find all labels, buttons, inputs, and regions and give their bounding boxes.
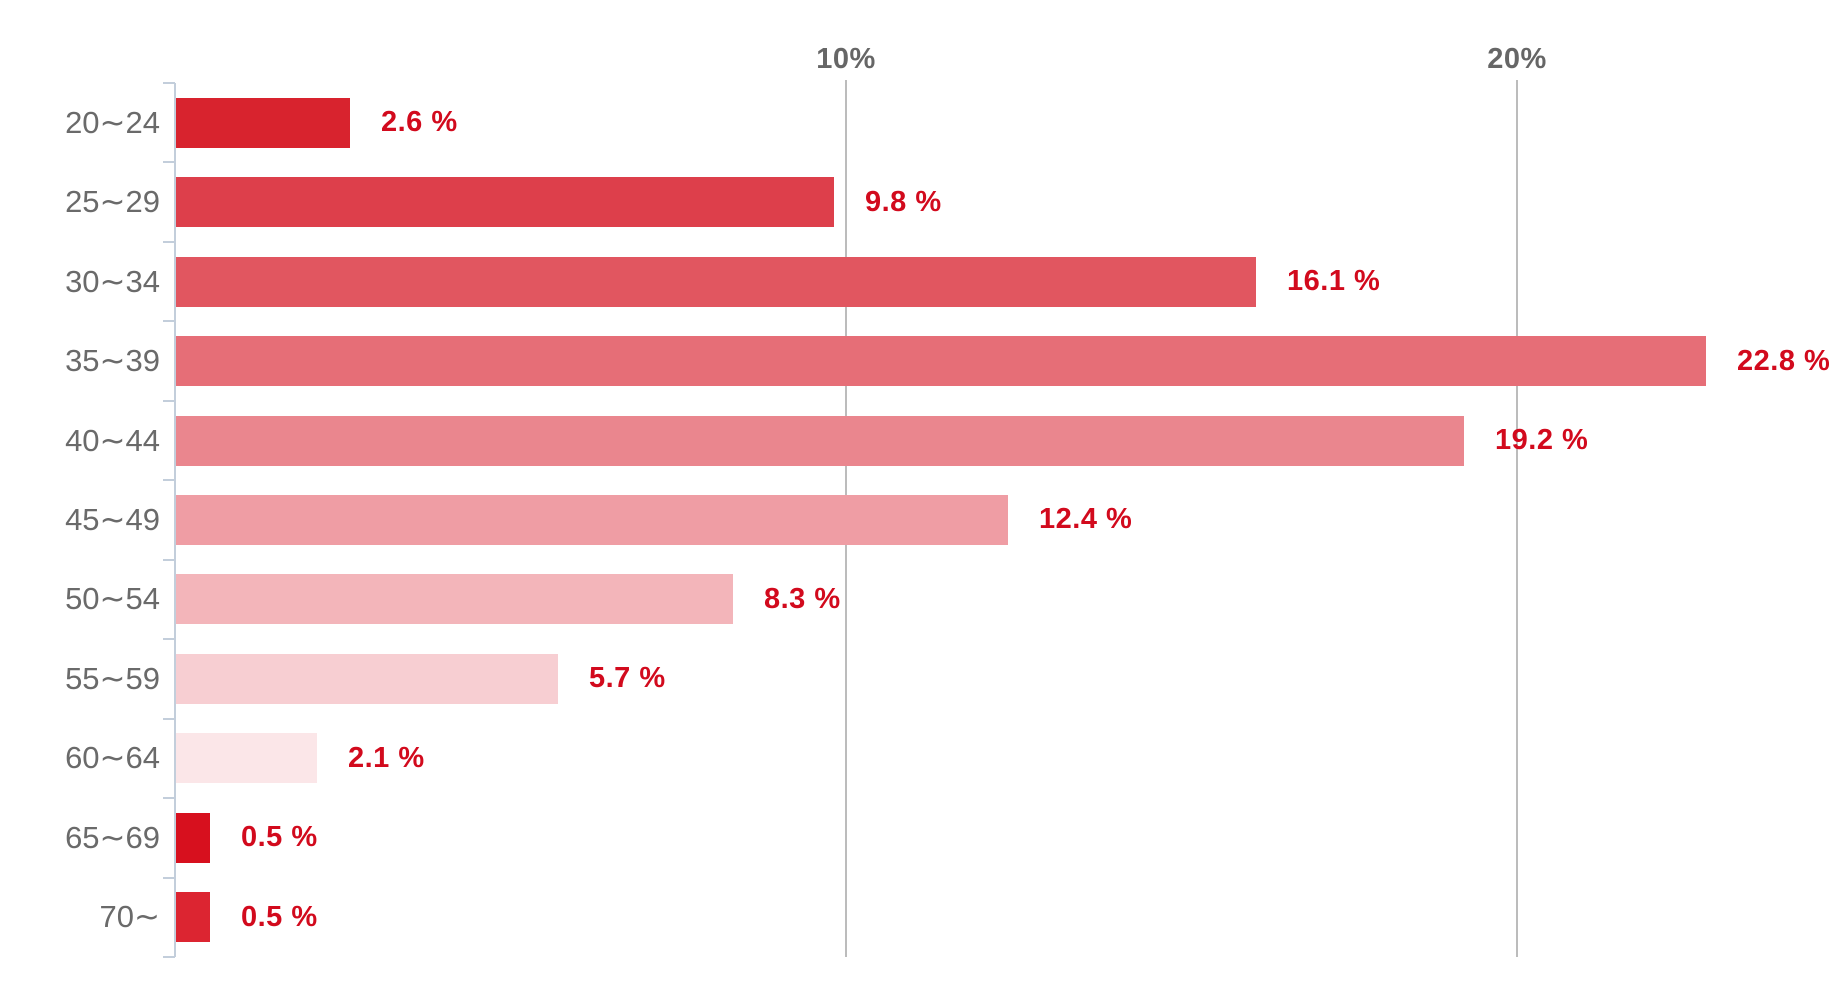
value-label: 0.5 % xyxy=(241,900,318,933)
category-label: 50∼54 xyxy=(65,581,160,617)
y-axis-tick xyxy=(163,558,175,561)
category-label: 45∼49 xyxy=(65,501,160,537)
category-label: 20∼24 xyxy=(65,104,160,140)
bar xyxy=(176,812,210,863)
category-label: 65∼69 xyxy=(65,819,160,855)
value-label: 2.6 % xyxy=(381,106,458,139)
category-label: 25∼29 xyxy=(65,184,160,220)
bar xyxy=(176,256,1256,307)
y-axis-tick xyxy=(163,955,175,958)
y-axis-tick xyxy=(163,240,175,243)
value-label: 9.8 % xyxy=(865,185,942,218)
bar xyxy=(176,97,350,148)
y-axis-tick xyxy=(163,876,175,879)
bar xyxy=(176,494,1008,545)
category-label: 35∼39 xyxy=(65,343,160,379)
y-axis-tick xyxy=(163,320,175,323)
value-label: 12.4 % xyxy=(1039,503,1133,536)
value-label: 8.3 % xyxy=(764,582,841,615)
category-label: 40∼44 xyxy=(65,422,160,458)
category-label: 30∼34 xyxy=(65,263,160,299)
gridline-20% xyxy=(1516,80,1518,957)
bar xyxy=(176,177,834,228)
bar xyxy=(176,653,558,704)
bar xyxy=(176,415,1464,466)
y-axis-tick xyxy=(163,797,175,800)
category-label: 60∼64 xyxy=(65,740,160,776)
y-axis-line xyxy=(174,83,176,957)
bar xyxy=(176,892,210,943)
category-label: 70∼ xyxy=(99,899,160,935)
bar xyxy=(176,336,1706,387)
x-tick-label: 20% xyxy=(1487,43,1547,75)
y-axis-tick xyxy=(163,82,175,84)
value-label: 2.1 % xyxy=(348,741,425,774)
bar xyxy=(176,574,733,625)
y-axis-tick xyxy=(163,638,175,641)
value-label: 5.7 % xyxy=(589,662,666,695)
y-axis-tick xyxy=(163,479,175,482)
y-axis-tick xyxy=(163,717,175,720)
x-tick-label: 10% xyxy=(816,43,876,75)
y-axis-tick xyxy=(163,399,175,402)
category-label: 55∼59 xyxy=(65,660,160,696)
value-label: 0.5 % xyxy=(241,821,318,854)
bar xyxy=(176,733,317,784)
value-label: 22.8 % xyxy=(1737,344,1831,377)
value-label: 16.1 % xyxy=(1287,265,1381,298)
value-label: 19.2 % xyxy=(1495,424,1589,457)
y-axis-tick xyxy=(163,161,175,164)
